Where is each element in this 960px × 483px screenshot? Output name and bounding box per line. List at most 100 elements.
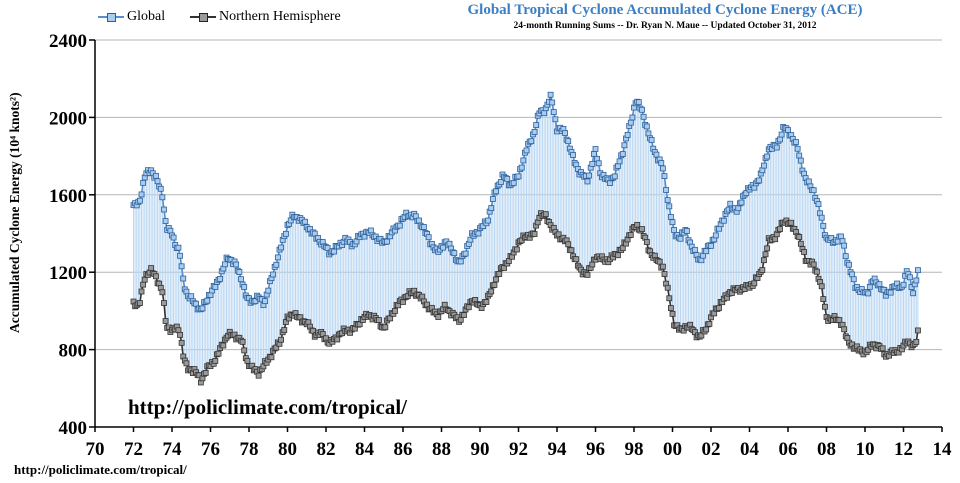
point-northern-hemisphere: [493, 276, 499, 283]
point-global: [627, 119, 634, 126]
point-global: [273, 261, 280, 268]
point-global: [838, 233, 844, 240]
point-global: [570, 152, 576, 158]
point-northern-hemisphere: [461, 312, 467, 318]
point-global: [589, 160, 596, 167]
point-global: [462, 250, 469, 257]
point-northern-hemisphere: [376, 317, 382, 323]
point-northern-hemisphere: [639, 226, 645, 232]
x-tick-label: 96: [586, 439, 605, 460]
point-northern-hemisphere: [542, 211, 549, 218]
y-tick-label: 2000: [49, 108, 87, 129]
point-global: [193, 300, 199, 307]
point-northern-hemisphere: [836, 317, 843, 323]
point-global: [287, 217, 294, 224]
footer-url: http://policlimate.com/tropical/: [14, 462, 187, 477]
chart-title: Global Tropical Cyclone Accumulated Cycl…: [467, 2, 863, 18]
point-global: [270, 271, 276, 278]
point-northern-hemisphere: [761, 257, 767, 264]
point-global: [850, 276, 857, 283]
x-tick-label: 82: [317, 439, 336, 460]
point-northern-hemisphere: [844, 335, 851, 341]
point-northern-hemisphere: [764, 245, 771, 252]
point-global: [907, 274, 913, 281]
point-global: [282, 230, 289, 237]
point-northern-hemisphere: [915, 327, 921, 334]
point-global: [692, 246, 698, 253]
y-tick-label: 800: [59, 341, 88, 362]
point-global: [607, 180, 613, 186]
point-global: [595, 160, 602, 167]
point-global: [515, 173, 522, 180]
point-northern-hemisphere: [615, 252, 621, 259]
point-global: [523, 147, 530, 154]
point-northern-hemisphere: [153, 273, 159, 280]
legend-item-global: Global: [98, 9, 165, 25]
point-global: [661, 173, 668, 179]
x-tick-label: 02: [702, 439, 721, 460]
point-global: [488, 205, 495, 212]
point-global: [175, 244, 182, 251]
point-global: [236, 269, 243, 275]
point-northern-hemisphere: [162, 318, 169, 324]
point-global: [565, 138, 572, 145]
point-global: [170, 234, 177, 241]
point-global: [485, 217, 491, 224]
y-tick-label: 400: [59, 418, 88, 439]
point-northern-hemisphere: [841, 326, 848, 333]
point-northern-hemisphere: [141, 276, 148, 283]
point-northern-hemisphere: [813, 268, 820, 275]
point-global: [611, 173, 618, 180]
point-global: [640, 113, 647, 120]
point-northern-hemisphere: [821, 303, 828, 310]
point-global: [653, 151, 660, 158]
point-global: [274, 254, 281, 261]
point-global: [727, 200, 734, 207]
x-tick-label: 76: [201, 439, 220, 460]
point-northern-hemisphere: [465, 304, 472, 311]
point-global: [796, 152, 803, 159]
point-global: [820, 222, 827, 229]
point-northern-hemisphere: [220, 342, 227, 349]
point-northern-hemisphere: [215, 350, 222, 357]
point-global: [233, 261, 240, 268]
point-global: [876, 281, 883, 288]
point-global: [629, 114, 636, 121]
x-tick-label: 12: [894, 439, 913, 460]
point-global: [420, 224, 427, 230]
point-northern-hemisphere: [818, 283, 825, 290]
point-global: [849, 271, 856, 278]
point-global: [658, 160, 665, 167]
point-global: [677, 235, 684, 242]
point-global: [153, 172, 159, 179]
point-northern-hemisphere: [879, 345, 886, 352]
point-global: [818, 214, 825, 221]
point-global: [785, 127, 791, 133]
point-global: [756, 177, 763, 184]
point-global: [489, 196, 496, 202]
point-global: [619, 151, 626, 157]
point-global: [574, 166, 581, 172]
point-global: [493, 188, 499, 195]
point-global: [669, 219, 676, 226]
point-global: [504, 175, 511, 182]
point-northern-hemisphere: [565, 241, 572, 248]
point-global: [331, 248, 337, 255]
point-global: [177, 252, 183, 259]
point-global: [586, 172, 592, 179]
point-northern-hemisphere: [148, 265, 155, 271]
point-global: [616, 158, 623, 165]
point-northern-hemisphere: [382, 324, 389, 331]
point-northern-hemisphere: [159, 289, 166, 296]
point-global: [138, 191, 145, 198]
point-global: [188, 293, 195, 300]
point-global: [773, 144, 780, 151]
point-global: [735, 205, 742, 212]
x-tick-label: 78: [240, 439, 259, 460]
point-global: [238, 276, 244, 283]
point-northern-hemisphere: [488, 288, 495, 295]
x-tick-label: 98: [625, 439, 644, 460]
point-northern-hemisphere: [392, 308, 398, 314]
point-global: [396, 222, 403, 229]
x-tick-label: 06: [779, 439, 798, 460]
